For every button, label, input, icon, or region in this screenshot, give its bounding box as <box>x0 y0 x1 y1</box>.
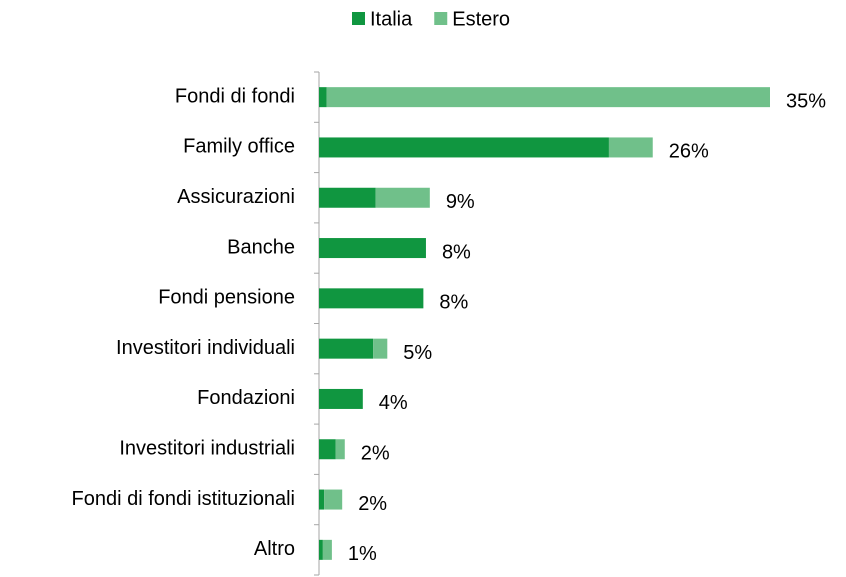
y-tick-label: Fondi di fondi <box>175 85 295 107</box>
total-label: 9% <box>446 191 475 213</box>
total-label: 8% <box>442 241 471 263</box>
y-tick-label: Family office <box>183 136 295 158</box>
bar-segment <box>319 137 609 158</box>
total-label: 35% <box>786 90 826 112</box>
y-tick-label: Fondi di fondi istituzionali <box>72 488 295 510</box>
bar-segment <box>319 288 424 309</box>
bar-segment <box>326 87 770 108</box>
bar-segment <box>319 338 374 359</box>
bar-segment <box>319 489 325 510</box>
bar-segment <box>324 489 343 510</box>
total-label: 8% <box>439 292 468 314</box>
bar-segment <box>608 137 653 158</box>
y-tick-label: Banche <box>227 236 295 258</box>
bar-segment <box>373 338 388 359</box>
bar-segment <box>319 187 376 208</box>
total-label: 5% <box>403 342 432 364</box>
total-label: 1% <box>348 543 377 565</box>
bar-segment <box>319 388 363 409</box>
legend-swatch <box>352 12 365 25</box>
y-tick-label: Fondazioni <box>197 387 295 409</box>
bar-segment <box>319 539 323 560</box>
bar-segment <box>322 539 332 560</box>
total-label: 4% <box>379 392 408 414</box>
y-tick-label: Altro <box>254 538 295 560</box>
bar-segment <box>319 439 336 460</box>
bar-segment <box>375 187 430 208</box>
bar-segment <box>319 87 327 108</box>
total-label: 2% <box>358 493 387 515</box>
y-tick-label: Investitori individuali <box>116 337 295 359</box>
legend-label: Italia <box>370 8 413 30</box>
total-label: 2% <box>361 443 390 465</box>
y-tick-label: Assicurazioni <box>177 186 295 208</box>
y-tick-label: Fondi pensione <box>158 287 295 309</box>
bar-segment <box>319 238 426 259</box>
total-label: 26% <box>669 141 709 163</box>
y-tick-label: Investitori industriali <box>119 438 295 460</box>
legend-swatch <box>434 12 448 25</box>
bar-segment <box>335 439 345 460</box>
legend-label: Estero <box>452 8 510 30</box>
